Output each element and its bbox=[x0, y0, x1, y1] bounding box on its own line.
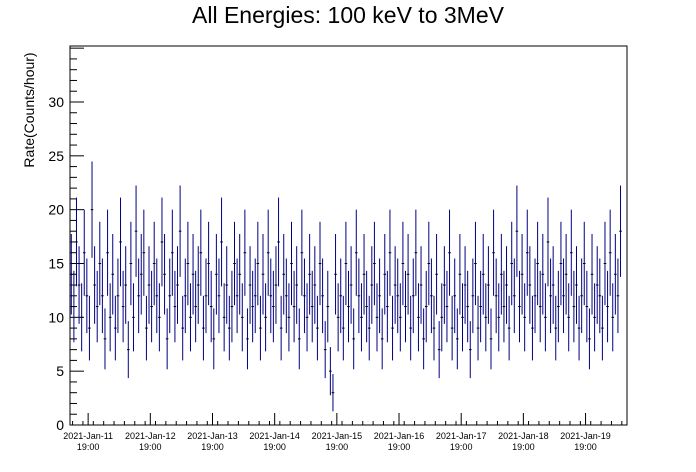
x-tick-label: 2021-Jan-11 bbox=[63, 431, 113, 441]
x-tick-label-time: 19:00 bbox=[512, 442, 535, 452]
data-series bbox=[69, 161, 622, 412]
y-tick-label: 20 bbox=[48, 202, 64, 218]
x-tick-label-time: 19:00 bbox=[263, 442, 286, 452]
y-tick-label: 10 bbox=[48, 309, 64, 325]
y-axis: 0 5 10 15 20 25 30 bbox=[48, 47, 84, 433]
x-tick-label: 2021-Jan-18 bbox=[498, 431, 549, 441]
x-tick-label-time: 19:00 bbox=[77, 442, 100, 452]
x-tick-label-time: 19:00 bbox=[201, 442, 224, 452]
y-tick-label: 0 bbox=[56, 417, 64, 433]
x-tick-label: 2021-Jan-19 bbox=[560, 431, 611, 441]
x-tick-label-time: 19:00 bbox=[326, 442, 349, 452]
x-tick-label: 2021-Jan-15 bbox=[312, 431, 363, 441]
y-tick-label: 5 bbox=[56, 363, 64, 379]
x-tick-label-time: 19:00 bbox=[574, 442, 597, 452]
y-tick-label: 30 bbox=[48, 94, 64, 110]
x-tick-label-time: 19:00 bbox=[388, 442, 411, 452]
y-axis-label: Rate(Counts/hour) bbox=[21, 52, 37, 167]
x-tick-label-time: 19:00 bbox=[139, 442, 162, 452]
y-tick-label: 15 bbox=[48, 255, 64, 271]
x-axis: 2021-Jan-1119:002021-Jan-1219:002021-Jan… bbox=[63, 413, 623, 452]
plot-frame bbox=[69, 45, 628, 426]
x-tick-label: 2021-Jan-13 bbox=[187, 431, 238, 441]
chart-title: All Energies: 100 keV to 3MeV bbox=[192, 2, 504, 28]
x-tick-label: 2021-Jan-14 bbox=[249, 431, 300, 441]
x-tick-label-time: 19:00 bbox=[450, 442, 473, 452]
x-tick-label: 2021-Jan-12 bbox=[125, 431, 176, 441]
x-tick-label: 2021-Jan-17 bbox=[436, 431, 487, 441]
x-tick-label: 2021-Jan-16 bbox=[374, 431, 425, 441]
y-tick-label: 25 bbox=[48, 148, 64, 164]
